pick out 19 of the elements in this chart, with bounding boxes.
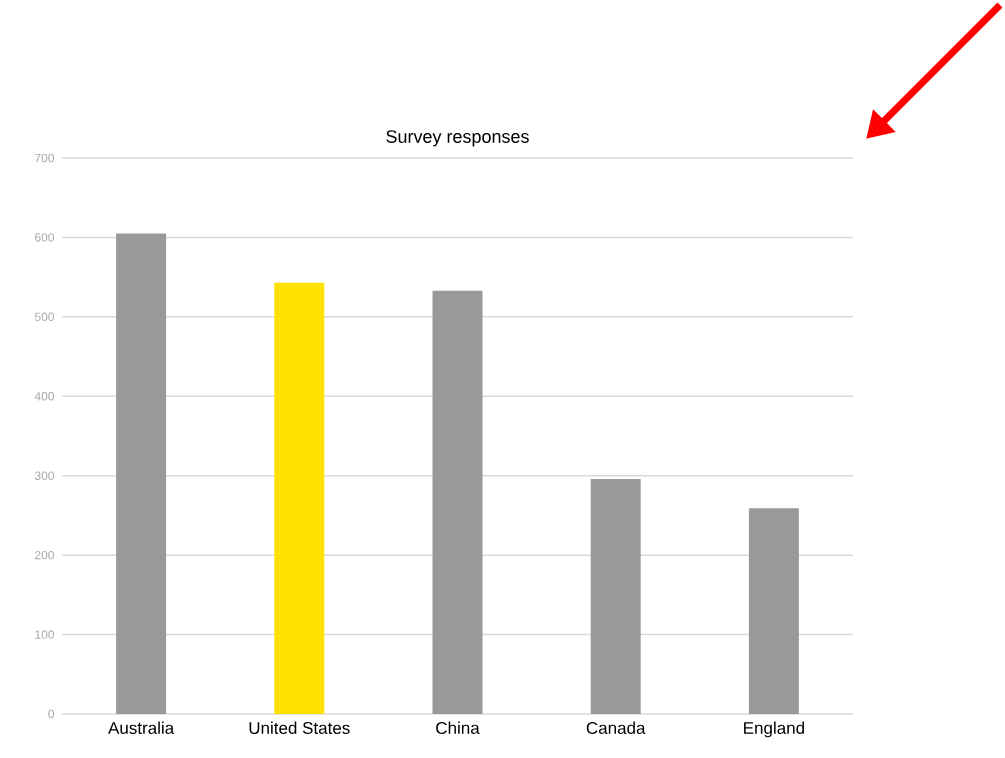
x-tick-label: Australia <box>108 721 175 735</box>
y-tick-label: 100 <box>35 630 55 639</box>
y-tick-label: 200 <box>35 550 55 560</box>
x-tick-label: United States <box>249 721 350 735</box>
y-tick-label: 400 <box>34 392 55 401</box>
x-tick-label: China <box>436 721 480 735</box>
x-tick-label: England <box>744 721 804 738</box>
y-tick-label: 300 <box>34 471 55 480</box>
bar <box>274 282 325 714</box>
x-tick-label: Canada <box>586 721 646 735</box>
y-tick-label: 500 <box>34 312 55 322</box>
y-tick-label: 600 <box>35 233 55 242</box>
bar <box>432 290 483 714</box>
bar <box>590 478 641 714</box>
y-tick-label: 0 <box>48 709 55 719</box>
chart-title: Survey responses <box>386 130 529 147</box>
y-tick-label: 700 <box>35 153 55 163</box>
bar <box>116 233 167 714</box>
bar <box>748 508 799 714</box>
